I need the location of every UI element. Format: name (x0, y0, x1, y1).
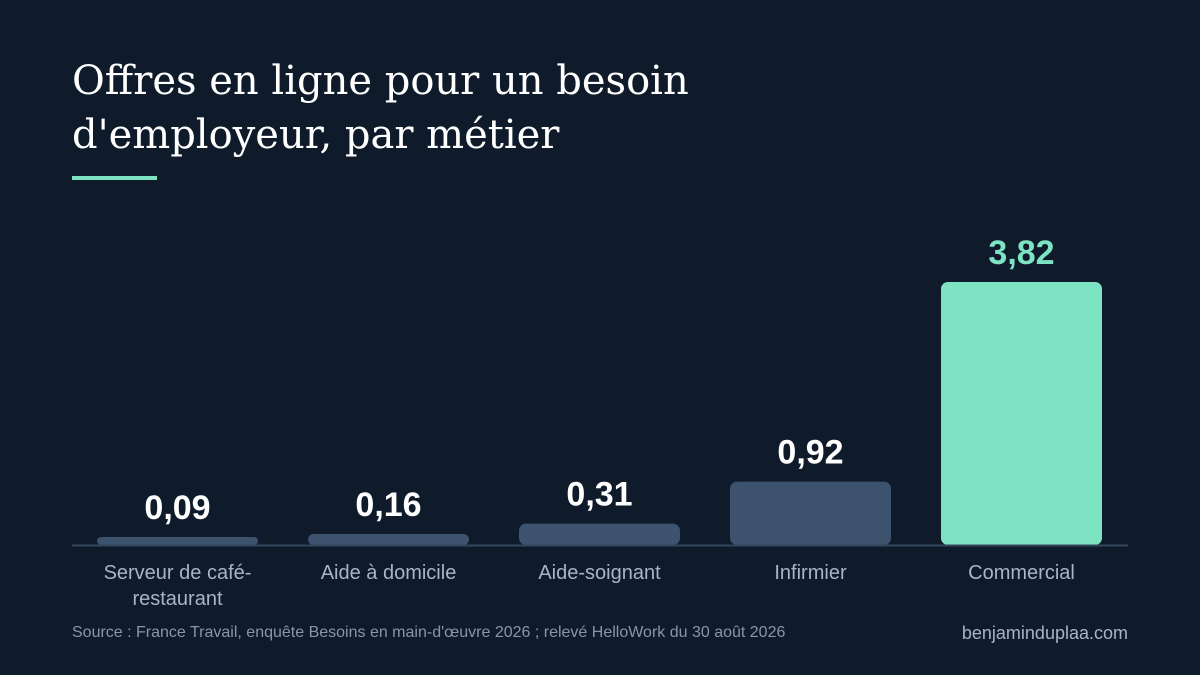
site-credit: benjaminduplaa.com (961, 623, 1128, 643)
bar (308, 533, 469, 545)
bar (941, 282, 1102, 545)
title-accent-line (72, 176, 157, 180)
source-note: Source : France Travail, enquête Besoins… (72, 624, 786, 641)
bar (730, 481, 891, 545)
value-label: 3,82 (988, 234, 1054, 272)
category-label: Commercial (968, 562, 1075, 584)
category-label: Aide à domicile (321, 562, 457, 584)
chart-title: Offres en ligne pour un besoin d'employe… (72, 58, 689, 158)
value-label: 0,09 (144, 489, 210, 527)
category-label: Infirmier (774, 562, 847, 584)
value-label: 0,92 (777, 434, 843, 472)
value-label: 0,31 (566, 476, 632, 514)
category-label: Serveur de café-restaurant (104, 562, 252, 610)
value-label: 0,16 (355, 486, 421, 524)
category-label: Aide-soignant (538, 562, 661, 584)
bar (97, 537, 258, 545)
bar (519, 523, 680, 545)
